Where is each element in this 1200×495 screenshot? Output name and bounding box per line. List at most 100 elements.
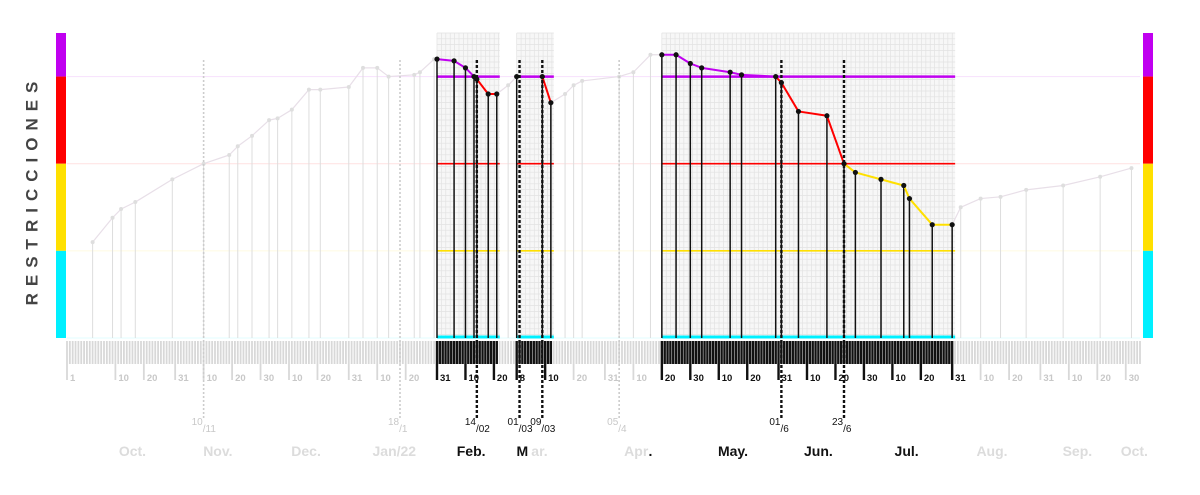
series-segment — [854, 171, 882, 181]
data-point — [412, 72, 417, 77]
data-point — [1129, 166, 1134, 171]
tick-label: 30 — [264, 373, 275, 384]
tick-label: 20 — [665, 373, 676, 384]
series-segment — [825, 114, 845, 165]
right-level-bar-violet — [1143, 33, 1153, 77]
series-segment — [319, 86, 350, 91]
data-point — [201, 161, 206, 166]
left-level-bar-yellow — [56, 163, 66, 251]
data-point — [773, 73, 779, 80]
series-segment — [700, 66, 732, 74]
tick-label: 31 — [608, 373, 619, 384]
data-point — [571, 83, 576, 88]
tick-label: 31 — [352, 373, 363, 384]
tick-label: 31 — [440, 373, 451, 384]
tick-label: 20 — [1012, 373, 1023, 384]
series-segment — [618, 71, 634, 78]
tick-label: 10 — [636, 373, 647, 384]
tick-label: 10 — [468, 373, 479, 384]
data-point — [90, 240, 95, 245]
series-segment — [348, 67, 364, 88]
series-segment — [111, 208, 122, 219]
tick-label: 10 — [895, 373, 906, 384]
series-segment — [419, 58, 435, 73]
series-segment — [228, 145, 239, 156]
data-point — [978, 196, 983, 201]
data-point — [901, 182, 907, 189]
data-point — [738, 72, 745, 78]
series-segment — [675, 53, 692, 65]
tick-label: 20 — [838, 373, 849, 384]
series-segment — [251, 119, 270, 137]
data-point — [580, 78, 585, 83]
data-point — [462, 65, 469, 71]
month-label: Dec. — [291, 443, 321, 459]
data-point — [958, 205, 963, 210]
data-point — [563, 92, 568, 96]
data-point — [841, 161, 847, 167]
month-label: Sep. — [1063, 443, 1093, 459]
data-point — [361, 65, 365, 70]
right-level-bar-red — [1143, 76, 1153, 164]
data-point — [878, 176, 884, 182]
tick-label: 20 — [924, 373, 935, 384]
data-point — [929, 222, 935, 228]
series-segment — [960, 197, 982, 208]
data-point — [417, 70, 422, 75]
tick-label: 31 — [178, 373, 189, 384]
data-point — [451, 58, 457, 64]
tick-label: 20 — [147, 373, 158, 384]
series-segment — [550, 93, 566, 104]
data-point — [494, 91, 500, 97]
data-point — [648, 52, 653, 57]
key-date-label: 09/03 — [530, 417, 555, 435]
key-date-label: 01/6 — [769, 417, 789, 435]
series-segment — [541, 75, 552, 104]
left-level-bar-cyan — [56, 250, 66, 338]
data-point — [506, 83, 511, 88]
right-level-bar-cyan — [1143, 250, 1153, 338]
data-point — [795, 108, 802, 115]
right-level-bar-yellow — [1143, 163, 1153, 251]
series-segment — [908, 197, 934, 226]
tick-label: 10 — [207, 373, 218, 384]
y-axis-label-text: RESTRICCIONES — [22, 74, 42, 306]
tick-label: 31 — [955, 373, 966, 384]
data-point — [346, 85, 351, 90]
key-date-label: 05/4 — [607, 417, 627, 435]
series-segment — [797, 110, 828, 117]
series-segment — [632, 54, 652, 73]
tick-label: 10 — [380, 373, 391, 384]
series-segment — [564, 84, 575, 95]
data-point — [306, 87, 311, 92]
window-bg-1 — [516, 33, 554, 338]
key-date-label: 14/02 — [465, 417, 490, 435]
data-point — [434, 56, 440, 62]
data-point — [318, 87, 323, 92]
data-point — [949, 222, 955, 228]
data-point — [375, 65, 380, 70]
tick-label: 20 — [409, 373, 420, 384]
data-point — [275, 116, 280, 121]
tick-label: 30 — [693, 373, 704, 384]
series-segment — [277, 109, 293, 120]
month-label: Aug. — [976, 443, 1007, 459]
value-stems — [92, 54, 1132, 338]
data-point — [852, 169, 858, 176]
series-segment — [291, 89, 310, 111]
data-point — [386, 74, 391, 79]
tick-label: 20 — [750, 373, 761, 384]
month-label: Apr — [624, 443, 649, 459]
month-label: Feb. — [457, 443, 486, 459]
series-segment — [92, 217, 114, 243]
data-point — [824, 113, 830, 119]
data-point — [906, 195, 913, 202]
data-point — [727, 69, 733, 75]
data-point — [133, 200, 138, 205]
data-point — [235, 144, 240, 149]
key-date-label: 18/1 — [388, 417, 408, 435]
tick-label: 10 — [810, 373, 821, 384]
key-date-label: 10/11 — [192, 417, 217, 435]
day-ticks — [66, 341, 1141, 380]
